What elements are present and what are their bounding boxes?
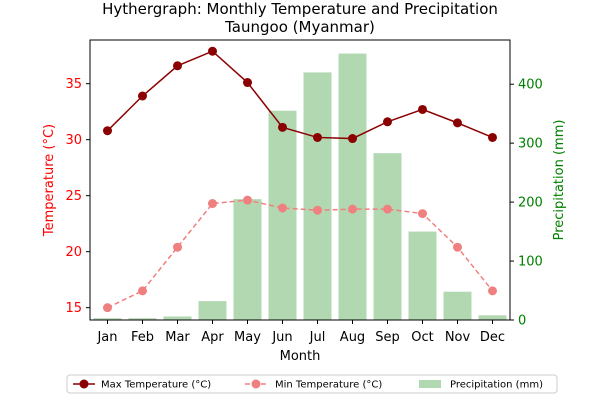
x-axis-label: Month bbox=[280, 349, 321, 364]
x-tick-label: Oct bbox=[411, 330, 433, 345]
y-axis-right: 0 100 200 300 400 bbox=[510, 78, 543, 329]
point-max-mar bbox=[173, 61, 182, 71]
point-max-nov bbox=[453, 118, 462, 128]
y-right-tick-label: 200 bbox=[518, 196, 543, 211]
precip-bar-jan bbox=[93, 318, 122, 320]
point-max-apr bbox=[208, 46, 217, 56]
precip-bar-jun bbox=[268, 110, 297, 320]
y-axis-left: 15 20 25 30 35 bbox=[65, 77, 90, 316]
legend: Max Temperature (°C) Min Temperature (°C… bbox=[66, 374, 558, 394]
x-tick-label: Dec bbox=[480, 330, 505, 345]
x-tick-label: Aug bbox=[340, 330, 365, 345]
y-left-tick-label: 15 bbox=[65, 301, 82, 316]
point-min-dec bbox=[488, 286, 497, 296]
y-right-tick-label: 0 bbox=[518, 314, 526, 329]
y-axis-left-label: Temperature (°C) bbox=[42, 124, 57, 237]
x-tick-label: Sep bbox=[375, 330, 400, 345]
point-min-jan bbox=[103, 303, 112, 313]
point-max-jun bbox=[278, 122, 287, 132]
precip-bar-jul bbox=[303, 72, 332, 320]
point-min-nov bbox=[453, 242, 462, 252]
point-max-aug bbox=[348, 134, 357, 144]
y-axis-right-label: Precipitation (mm) bbox=[552, 120, 567, 241]
line-min-temp bbox=[107, 199, 494, 309]
precipitation-bars bbox=[93, 53, 507, 321]
precip-bar-nov bbox=[443, 291, 472, 320]
x-axis: Jan Feb Mar Apr May Jun Jul Aug Sep Oct Nov Dec bbox=[96, 320, 505, 345]
point-max-feb bbox=[138, 91, 147, 101]
point-min-feb bbox=[138, 286, 147, 296]
legend-marker-max bbox=[79, 379, 89, 389]
legend-marker-min bbox=[251, 379, 261, 389]
point-min-oct bbox=[418, 209, 427, 219]
y-left-tick-label: 20 bbox=[65, 245, 82, 260]
point-min-mar bbox=[173, 242, 182, 252]
y-right-tick-label: 400 bbox=[518, 78, 543, 93]
precip-bar-may bbox=[233, 199, 262, 320]
precip-bar-sep bbox=[373, 153, 402, 320]
x-tick-label: Jun bbox=[271, 330, 292, 345]
precip-bar-feb bbox=[128, 318, 157, 320]
x-tick-label: Jul bbox=[309, 330, 326, 345]
y-right-tick-label: 300 bbox=[518, 137, 543, 152]
point-max-oct bbox=[418, 104, 427, 114]
point-min-apr bbox=[208, 199, 217, 209]
precip-bar-mar bbox=[163, 316, 192, 320]
precip-bar-apr bbox=[198, 301, 227, 320]
y-left-tick-label: 35 bbox=[65, 77, 82, 92]
legend-label-max: Max Temperature (°C) bbox=[101, 380, 211, 391]
y-left-tick-label: 30 bbox=[65, 133, 82, 148]
point-max-sep bbox=[383, 117, 392, 127]
point-min-jul bbox=[313, 205, 322, 215]
point-min-sep bbox=[383, 204, 392, 214]
y-right-tick-label: 100 bbox=[518, 255, 543, 270]
point-min-jun bbox=[278, 203, 287, 213]
point-max-jul bbox=[313, 132, 322, 142]
x-tick-label: Mar bbox=[165, 330, 190, 345]
x-tick-label: Feb bbox=[131, 330, 154, 345]
x-tick-label: May bbox=[234, 330, 261, 345]
x-tick-label: Jan bbox=[96, 330, 117, 345]
x-tick-label: Nov bbox=[445, 330, 471, 345]
chart-title-line1: Hythergraph: Monthly Temperature and Pre… bbox=[102, 0, 498, 18]
line-max-temp bbox=[106, 50, 493, 140]
precip-bar-aug bbox=[338, 53, 367, 321]
legend-frame bbox=[66, 374, 558, 394]
legend-label-precip: Precipitation (mm) bbox=[450, 380, 543, 391]
point-max-dec bbox=[488, 132, 497, 142]
point-min-aug bbox=[348, 204, 357, 214]
precip-bar-dec bbox=[478, 315, 507, 320]
point-max-jan bbox=[103, 126, 112, 136]
precip-bar-oct bbox=[408, 231, 437, 320]
point-min-may bbox=[243, 195, 252, 205]
y-left-tick-label: 25 bbox=[65, 189, 82, 204]
legend-swatch-precip bbox=[419, 380, 441, 388]
legend-label-min: Min Temperature (°C) bbox=[275, 380, 382, 391]
plot-frame bbox=[89, 39, 511, 321]
temperature-lines bbox=[103, 46, 497, 313]
point-max-may bbox=[243, 78, 252, 88]
chart-title-line2: Taungoo (Myanmar) bbox=[224, 18, 375, 36]
x-tick-label: Apr bbox=[201, 330, 224, 345]
